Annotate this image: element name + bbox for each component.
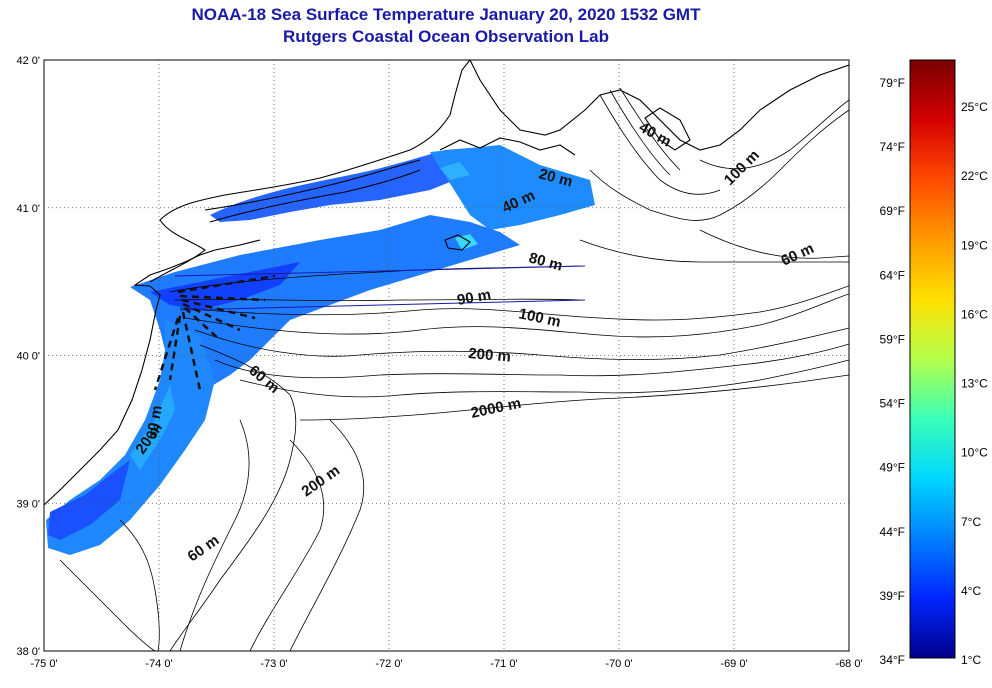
map-ticks: -75 0' -74 0' -73 0' -72 0' -71 0' -70 0' -69 …: [16, 55, 862, 670]
sst-data-layer: [46, 145, 595, 555]
colorbar-c-label: 4°C: [961, 584, 981, 598]
bathymetry-contours: [59, 87, 849, 651]
colorbar-f-label: 69°F: [880, 204, 905, 218]
colorbar-c-label: 25°C: [961, 100, 988, 114]
colorbar-c-label: 13°C: [961, 377, 988, 391]
lon-tick-label: -69 0': [720, 658, 747, 670]
lon-tick-label: -71 0': [490, 658, 517, 670]
map-grid: [44, 60, 849, 651]
colorbar-f-label: 44°F: [880, 525, 905, 539]
colorbar-c-label: 19°C: [961, 238, 988, 252]
lon-tick-label: -70 0': [605, 658, 632, 670]
coastline: [44, 60, 849, 506]
lon-tick-label: -75 0': [30, 658, 57, 670]
lon-tick-label: -73 0': [260, 658, 287, 670]
contour-label: 90 m: [456, 286, 493, 309]
chart-title: NOAA-18 Sea Surface Temperature January …: [191, 5, 701, 24]
lat-tick-label: 41 0': [16, 203, 40, 215]
colorbar-f-label: 34°F: [880, 653, 905, 667]
lat-tick-label: 40 0': [16, 351, 40, 363]
colorbar-c-label: 1°C: [961, 653, 981, 667]
colorbar-f-label: 39°F: [880, 589, 905, 603]
contour-label: 200 m: [468, 345, 512, 366]
lat-tick-label: 39 0': [16, 498, 40, 510]
lon-tick-label: -68 0': [835, 658, 862, 670]
colorbar-f-label: 79°F: [880, 76, 905, 90]
colorbar: 79°F 74°F 69°F 64°F 59°F 54°F 49°F 44°F 39°F 34°F…: [880, 59, 988, 667]
colorbar-fahrenheit-labels: 79°F 74°F 69°F 64°F 59°F 54°F 49°F 44°F 39°F 34°F: [880, 76, 905, 667]
lon-tick-label: -74 0': [145, 658, 172, 670]
colorbar-gradient: [909, 59, 956, 659]
chart-subtitle: Rutgers Coastal Ocean Observation Lab: [283, 27, 609, 46]
contour-label: 60 m: [143, 404, 166, 441]
station-lines: [153, 274, 276, 391]
colorbar-f-label: 74°F: [880, 140, 905, 154]
colorbar-c-label: 22°C: [961, 169, 988, 183]
transect-lines: [174, 265, 586, 311]
colorbar-c-label: 16°C: [961, 307, 988, 321]
colorbar-c-label: 7°C: [961, 515, 981, 529]
colorbar-f-label: 59°F: [880, 332, 905, 346]
lon-tick-label: -72 0': [375, 658, 402, 670]
colorbar-f-label: 49°F: [880, 461, 905, 475]
colorbar-c-label: 10°C: [961, 446, 988, 460]
colorbar-celsius-labels: 25°C 22°C 19°C 16°C 13°C 10°C 7°C 4°C 1°C: [961, 100, 988, 667]
colorbar-f-label: 64°F: [880, 268, 905, 282]
lat-tick-label: 38 0': [16, 646, 40, 658]
lat-tick-label: 42 0': [16, 55, 40, 67]
colorbar-f-label: 54°F: [880, 397, 905, 411]
